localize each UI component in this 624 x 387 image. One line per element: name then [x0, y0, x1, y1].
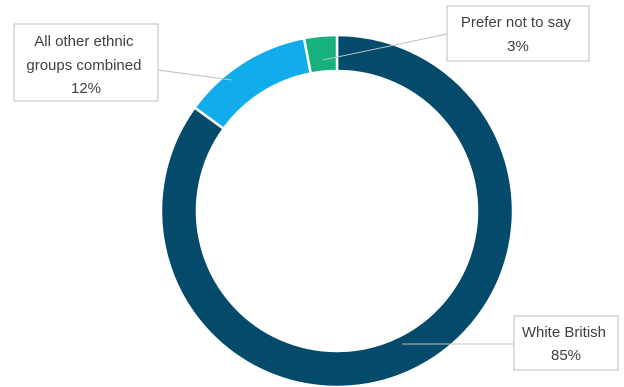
callout-line: White British — [522, 324, 606, 341]
callout-box — [446, 5, 590, 62]
callout-white-british: White British 85% — [513, 315, 619, 371]
donut-slice-all-other-ethnic-groups-combined — [192, 36, 313, 131]
callout-box — [13, 23, 159, 102]
callout-other-ethnic: All other ethnic groups combined 12% — [13, 23, 159, 102]
callout-text: All other ethnic groups combined 12% — [26, 33, 145, 97]
callout-box — [513, 315, 619, 371]
callout-text: White British 85% — [522, 324, 610, 364]
callout-line: groups combined — [26, 57, 141, 74]
donut-slice-white-british — [159, 33, 515, 387]
leader-prefer-not-to-say — [322, 33, 448, 61]
leader-other-ethnic — [157, 69, 233, 81]
callout-prefer-not-to-say: Prefer not to say 3% — [446, 5, 590, 62]
callout-line: All other ethnic — [34, 33, 134, 50]
donut-slices — [159, 33, 515, 387]
callout-leader-lines — [157, 33, 514, 345]
callout-value: 3% — [507, 38, 529, 55]
callout-value: 85% — [551, 347, 581, 364]
callout-value: 12% — [71, 80, 101, 97]
donut-slice-prefer-not-to-say — [302, 33, 339, 75]
callout-line: Prefer not to say — [461, 14, 572, 31]
callout-text: Prefer not to say 3% — [461, 14, 575, 55]
